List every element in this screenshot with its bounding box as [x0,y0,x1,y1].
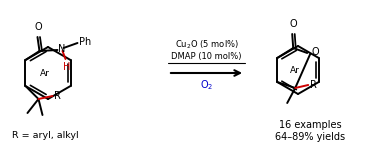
Text: 16 examples: 16 examples [279,120,341,130]
Text: O: O [311,47,319,57]
Text: O: O [290,19,297,29]
Text: N: N [59,44,66,54]
Text: Ar: Ar [40,69,50,78]
Text: Ar: Ar [290,65,300,75]
Text: 64–89% yields: 64–89% yields [275,132,345,142]
Text: H: H [63,62,70,72]
Text: Ph: Ph [79,37,92,47]
Text: Cu$_2$O (5 mol%): Cu$_2$O (5 mol%) [175,39,239,51]
Text: R = aryl, alkyl: R = aryl, alkyl [12,131,79,140]
Text: R: R [54,91,61,101]
Text: O: O [35,22,42,32]
Text: DMAP (10 mol%): DMAP (10 mol%) [171,52,242,60]
Text: O$_2$: O$_2$ [200,78,213,92]
Text: R: R [310,80,317,90]
